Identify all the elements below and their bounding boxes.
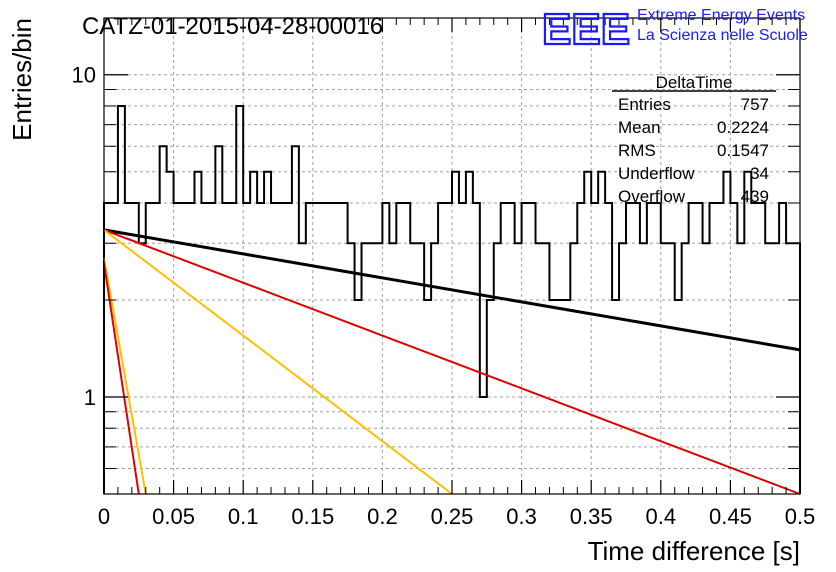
fit-curve-1 (103, 228, 801, 495)
x-tick-label: 0 (98, 504, 110, 529)
stats-box: DeltaTime Entries 757 Mean 0.2224 RMS 0.… (612, 73, 776, 206)
fit-curve-2 (103, 229, 453, 495)
x-tick-label: 0.25 (431, 504, 474, 529)
x-tick-label: 0.45 (709, 504, 752, 529)
fit-curve-4 (103, 263, 140, 495)
axis-ticks: 0 0.05 0.1 0.15 0.2 0.25 0.3 0.35 0.4 0.45 0.5 1 10 (72, 18, 816, 529)
stats-label-mean: Mean (618, 118, 661, 137)
x-tick-label: 0.5 (785, 504, 816, 529)
x-tick-label: 0.35 (570, 504, 613, 529)
x-tick-label: 0.05 (152, 504, 195, 529)
stats-value-overflow: 439 (741, 187, 769, 206)
stats-label-overflow: Overflow (618, 187, 686, 206)
x-tick-label: 0.1 (228, 504, 259, 529)
stats-label-rms: RMS (618, 141, 656, 160)
eee-subtitle-line1: Extreme Energy Events (637, 7, 805, 24)
stats-name: DeltaTime (656, 73, 733, 92)
fit-curves (103, 228, 801, 495)
x-axis-label: Time difference [s] (588, 536, 800, 566)
stats-label-underflow: Underflow (618, 164, 695, 183)
y-tick-label: 1 (84, 385, 96, 410)
chart-title: CATZ-01-2015-04-28-00016 (82, 13, 383, 40)
y-tick-label: 10 (72, 63, 96, 88)
stats-label-entries: Entries (618, 95, 671, 114)
stats-value-underflow: 34 (750, 164, 769, 183)
x-tick-label: 0.3 (506, 504, 537, 529)
x-tick-label: 0.4 (646, 504, 677, 529)
stats-value-entries: 757 (741, 95, 769, 114)
histogram (103, 104, 801, 494)
stats-value-mean: 0.2224 (717, 118, 769, 137)
fit-curve-0 (103, 228, 801, 352)
x-tick-label: 0.15 (291, 504, 334, 529)
x-tick-label: 0.2 (367, 504, 398, 529)
fit-curve-3 (103, 257, 147, 495)
eee-subtitle-line2: La Scienza nelle Scuole (637, 27, 808, 44)
eee-logo: EEE (542, 5, 630, 54)
stats-value-rms: 0.1547 (717, 141, 769, 160)
histogram-outline (103, 104, 801, 494)
y-axis-label: Entries/bin (7, 18, 37, 141)
